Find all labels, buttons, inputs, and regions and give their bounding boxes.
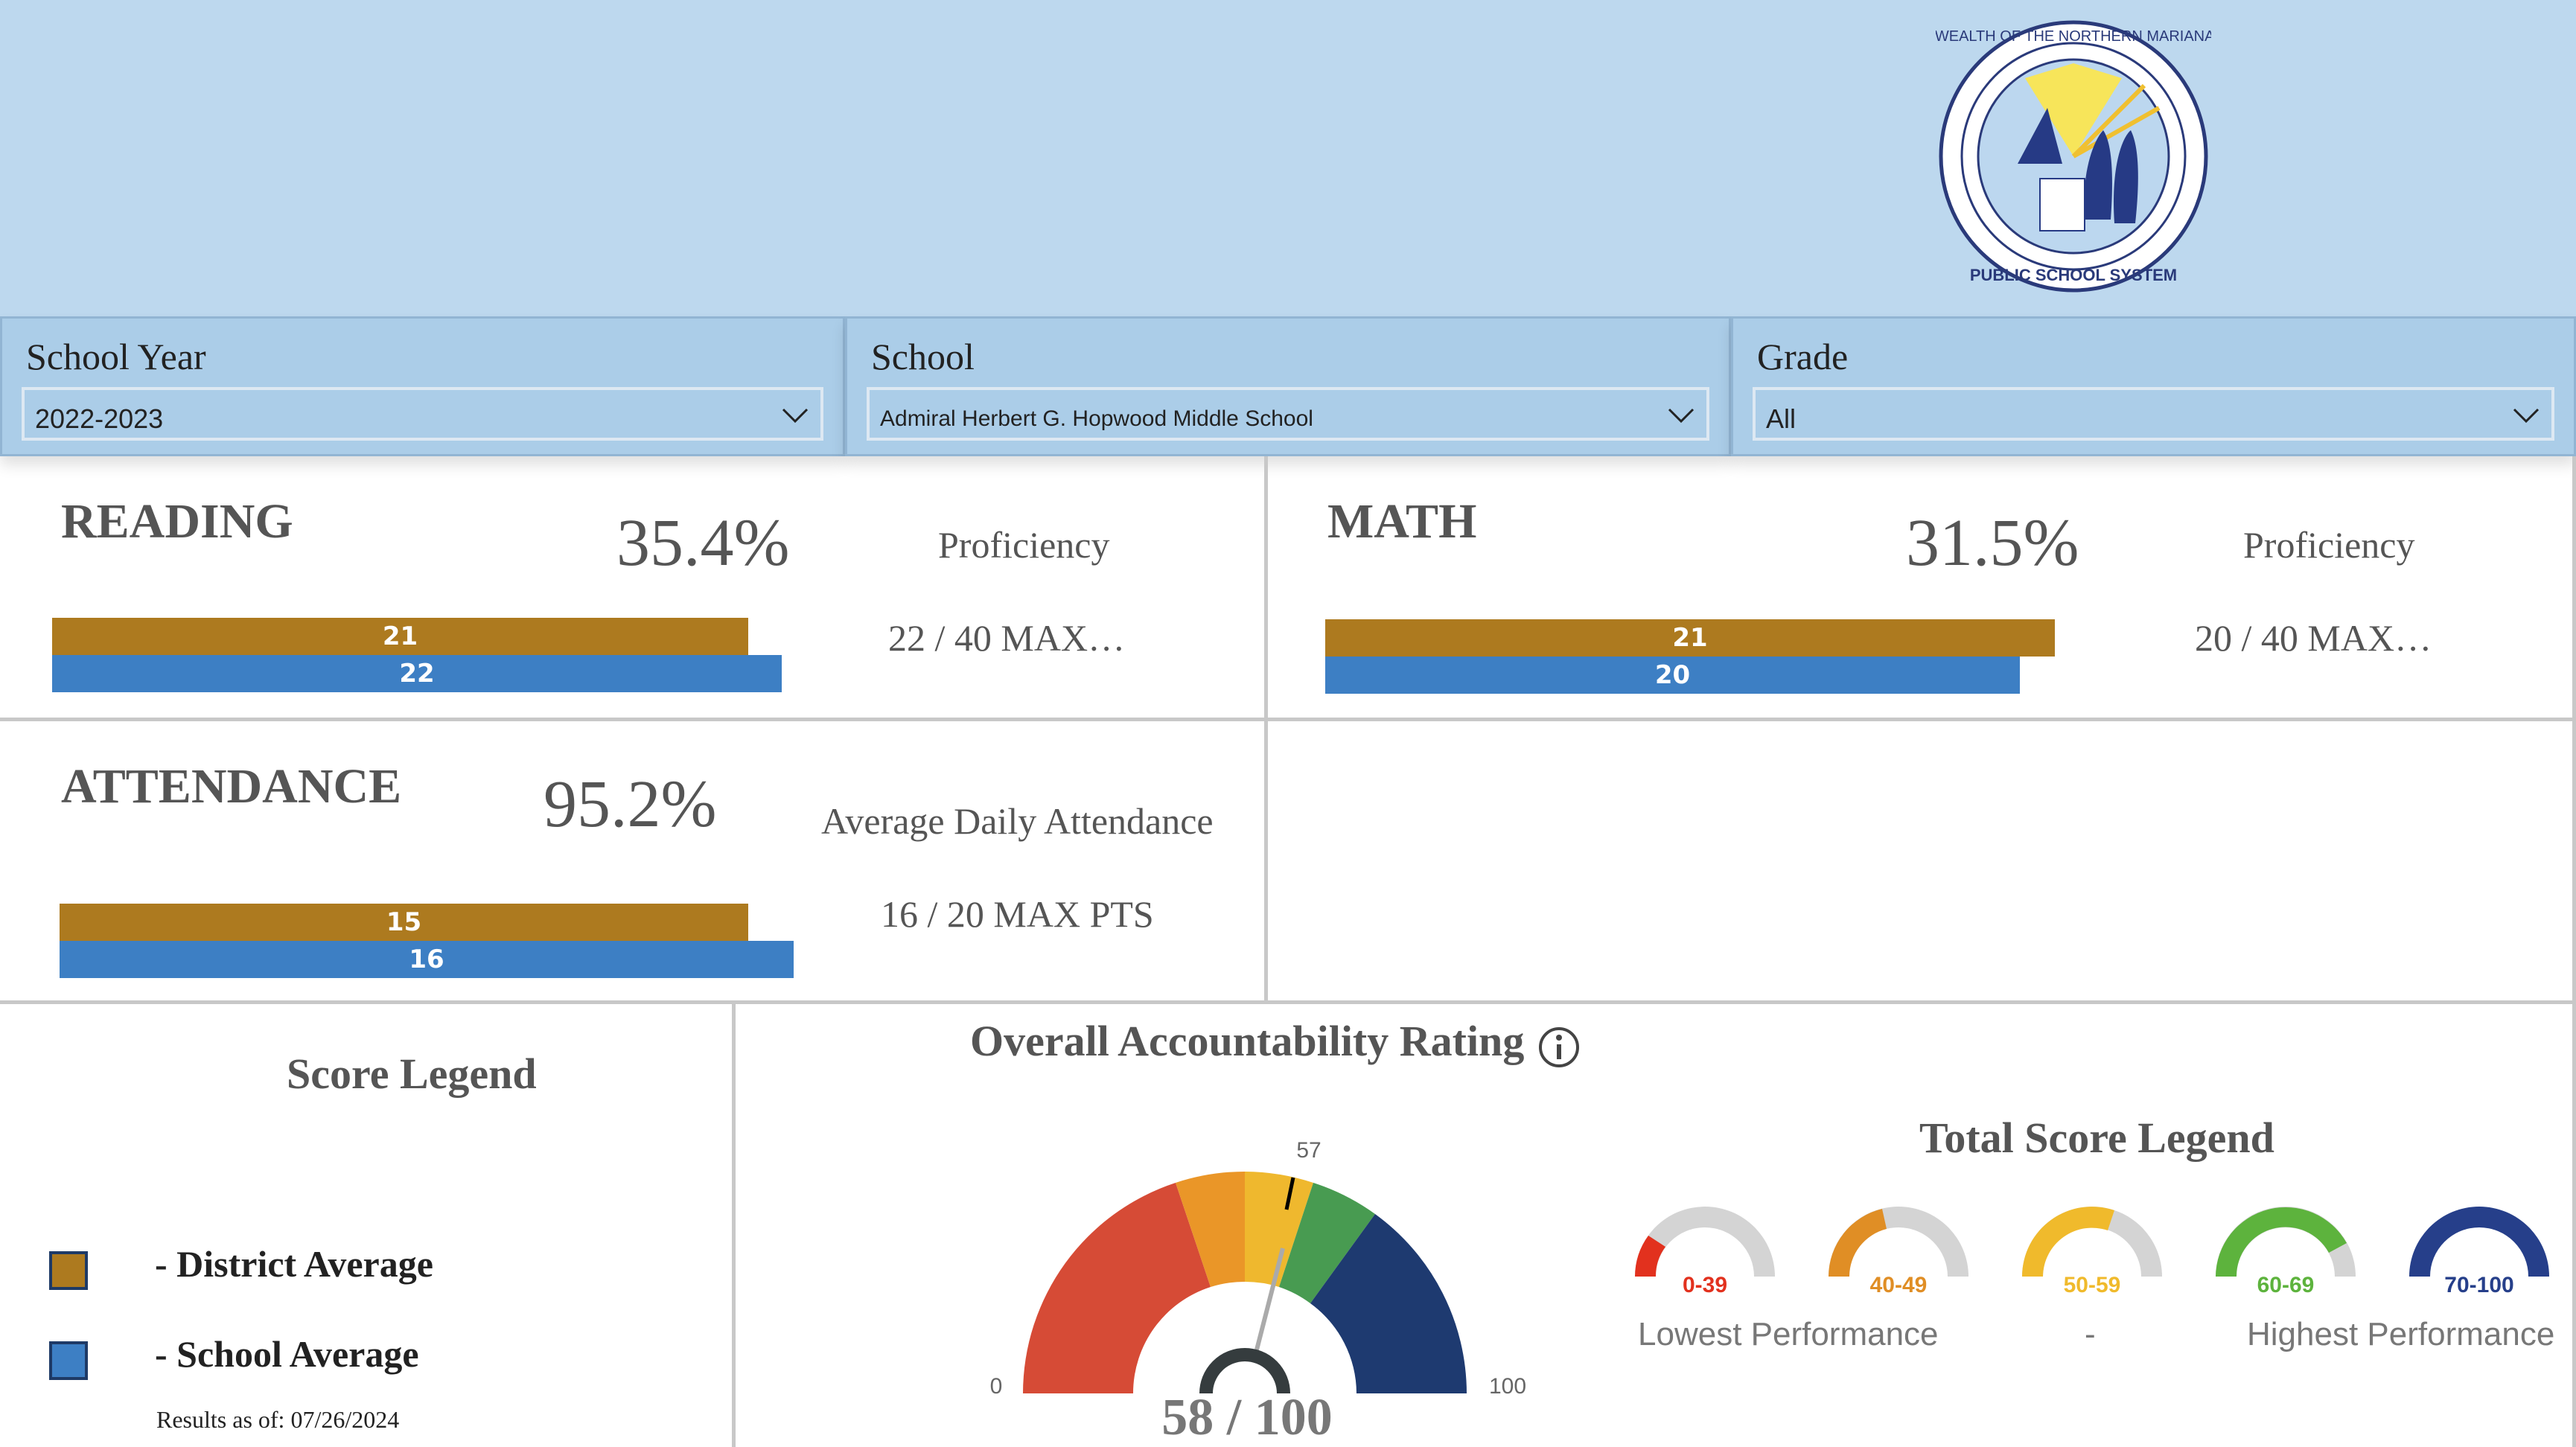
reading-value: 35.4% [616, 506, 790, 580]
math-district-bar: 21 [1325, 619, 2055, 657]
total-score-legend-title: Total Score Legend [1919, 1114, 2274, 1162]
divider [1264, 456, 1268, 1003]
reading-title: READING [61, 494, 293, 549]
district-average-swatch [49, 1251, 88, 1290]
attendance-school-bar: 16 [60, 941, 794, 978]
legend-range-50-59: 50-59 [2063, 1273, 2121, 1297]
legend-gauge-0-39 [1635, 1207, 1775, 1277]
gauge-score: 58 / 100 [1161, 1389, 1332, 1446]
attendance-points: 16 / 20 MAX PTS [881, 893, 1154, 935]
divider [0, 718, 2576, 721]
reading-card: READING 35.4% Proficiency 22 / 40 MAX… 2… [0, 456, 1264, 718]
legend-range-70-100: 70-100 [2444, 1273, 2514, 1297]
attendance-title: ATTENDANCE [61, 759, 402, 814]
school-year-filter: School Year 2022-2023 [0, 316, 845, 456]
target-marker [1284, 1177, 1295, 1210]
gauge-max-label: 100 [1489, 1374, 1526, 1399]
legend-range-40-49: 40-49 [1869, 1273, 1928, 1297]
math-title: MATH [1327, 494, 1477, 549]
school-average-swatch [49, 1341, 88, 1380]
grade-value: All [1766, 403, 1796, 434]
math-school-bar: 20 [1325, 657, 2020, 694]
chevron-down-icon [1668, 408, 1695, 424]
pss-seal-logo: COMMONWEALTH OF THE NORTHERN MARIANA ISL… [1936, 20, 2211, 293]
svg-text:COMMONWEALTH OF THE NORTHERN M: COMMONWEALTH OF THE NORTHERN MARIANA ISL… [1936, 28, 2211, 45]
results-date: Results as of: 07/26/2024 [156, 1406, 400, 1433]
school-dropdown[interactable]: Admiral Herbert G. Hopwood Middle School [867, 387, 1709, 441]
school-value: Admiral Herbert G. Hopwood Middle School [880, 406, 1313, 431]
divider [2572, 456, 2576, 1447]
math-points: 20 / 40 MAX… [2195, 617, 2432, 659]
reading-points: 22 / 40 MAX… [888, 617, 1126, 659]
divider [732, 1004, 736, 1447]
score-legend-panel: Score Legend - District Average - School… [0, 1004, 732, 1447]
overall-gauge: 57 0 100 58 / 100 [990, 1138, 1526, 1446]
school-year-label: School Year [26, 336, 206, 377]
math-caption: Proficiency [2243, 524, 2415, 566]
gauge-needle [1252, 1248, 1285, 1359]
school-average-label: - School Average [155, 1333, 419, 1375]
score-legend-title: Score Legend [287, 1050, 537, 1098]
info-icon[interactable] [1537, 1026, 1581, 1069]
highest-performance-label: Highest Performance [2247, 1316, 2555, 1352]
attendance-value: 95.2% [543, 767, 717, 841]
gauge-min-label: 0 [990, 1374, 1003, 1399]
divider [0, 1000, 2576, 1004]
attendance-card: ATTENDANCE 95.2% Average Daily Attendanc… [0, 721, 1264, 1000]
legend-gauge-60-69 [2216, 1207, 2356, 1277]
legend-range-0-39: 0-39 [1682, 1273, 1728, 1297]
attendance-caption: Average Daily Attendance [821, 800, 1214, 842]
district-average-label: - District Average [155, 1243, 433, 1285]
reading-caption: Proficiency [938, 524, 1110, 566]
legend-gauge-70-100 [2409, 1207, 2549, 1277]
school-year-value: 2022-2023 [35, 403, 164, 434]
grade-filter: Grade All [1731, 316, 2576, 456]
math-value: 31.5% [1906, 506, 2079, 580]
school-year-dropdown[interactable]: 2022-2023 [22, 387, 823, 441]
grade-label: Grade [1757, 336, 1849, 377]
legend-gauge-50-59 [2022, 1207, 2162, 1277]
reading-district-bar: 21 [52, 618, 748, 655]
chevron-down-icon [782, 408, 809, 424]
reading-school-bar: 22 [52, 655, 782, 692]
lowest-performance-label: Lowest Performance [1638, 1316, 1939, 1352]
legend-range-60-69: 60-69 [2257, 1273, 2315, 1297]
chevron-down-icon [2513, 408, 2540, 424]
legend-gauge-40-49 [1829, 1207, 1968, 1277]
math-card: MATH 31.5% Proficiency 20 / 40 MAX… 21 2… [1268, 456, 2572, 718]
attendance-district-bar: 15 [60, 904, 748, 941]
school-label: School [871, 336, 975, 377]
middle-performance-label: - [2085, 1316, 2096, 1352]
school-filter: School Admiral Herbert G. Hopwood Middle… [845, 316, 1731, 456]
grade-dropdown[interactable]: All [1753, 387, 2554, 441]
target-label: 57 [1296, 1138, 1321, 1163]
overall-rating-title: Overall Accountability Rating [970, 1017, 1525, 1065]
svg-text:PUBLIC SCHOOL SYSTEM: PUBLIC SCHOOL SYSTEM [1970, 266, 2177, 284]
